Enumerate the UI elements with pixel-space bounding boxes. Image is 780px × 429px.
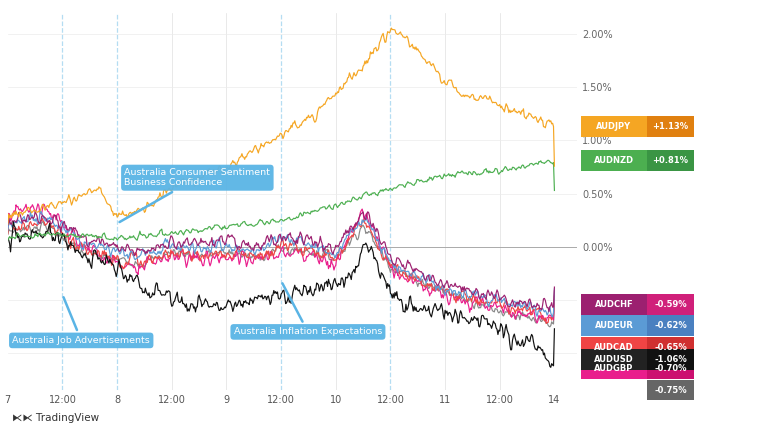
- Text: AUDEUR: AUDEUR: [594, 321, 633, 330]
- Text: -0.75%: -0.75%: [654, 386, 686, 395]
- Text: AUDNZD: AUDNZD: [594, 156, 634, 165]
- Text: Australia Job Advertisements: Australia Job Advertisements: [12, 297, 150, 345]
- Text: AUDCHF: AUDCHF: [594, 300, 633, 309]
- Text: AUDJPY: AUDJPY: [597, 122, 632, 131]
- Text: ⧔⧔ TradingView: ⧔⧔ TradingView: [12, 413, 99, 423]
- Text: AUDUSD: AUDUSD: [594, 355, 634, 364]
- Text: -0.65%: -0.65%: [654, 343, 687, 352]
- Text: AUDCAD: AUDCAD: [594, 343, 633, 352]
- Text: +1.13%: +1.13%: [652, 122, 689, 131]
- Text: AUDGBP: AUDGBP: [594, 364, 633, 373]
- Text: Australia Consumer Sentiment
Business Confidence: Australia Consumer Sentiment Business Co…: [119, 168, 271, 222]
- Text: -0.62%: -0.62%: [654, 321, 687, 330]
- Text: -1.06%: -1.06%: [654, 355, 687, 364]
- Text: +0.81%: +0.81%: [652, 156, 689, 165]
- Text: -0.59%: -0.59%: [654, 300, 686, 309]
- Text: -0.70%: -0.70%: [654, 364, 686, 373]
- Text: Australia Inflation Expectations: Australia Inflation Expectations: [234, 283, 382, 336]
